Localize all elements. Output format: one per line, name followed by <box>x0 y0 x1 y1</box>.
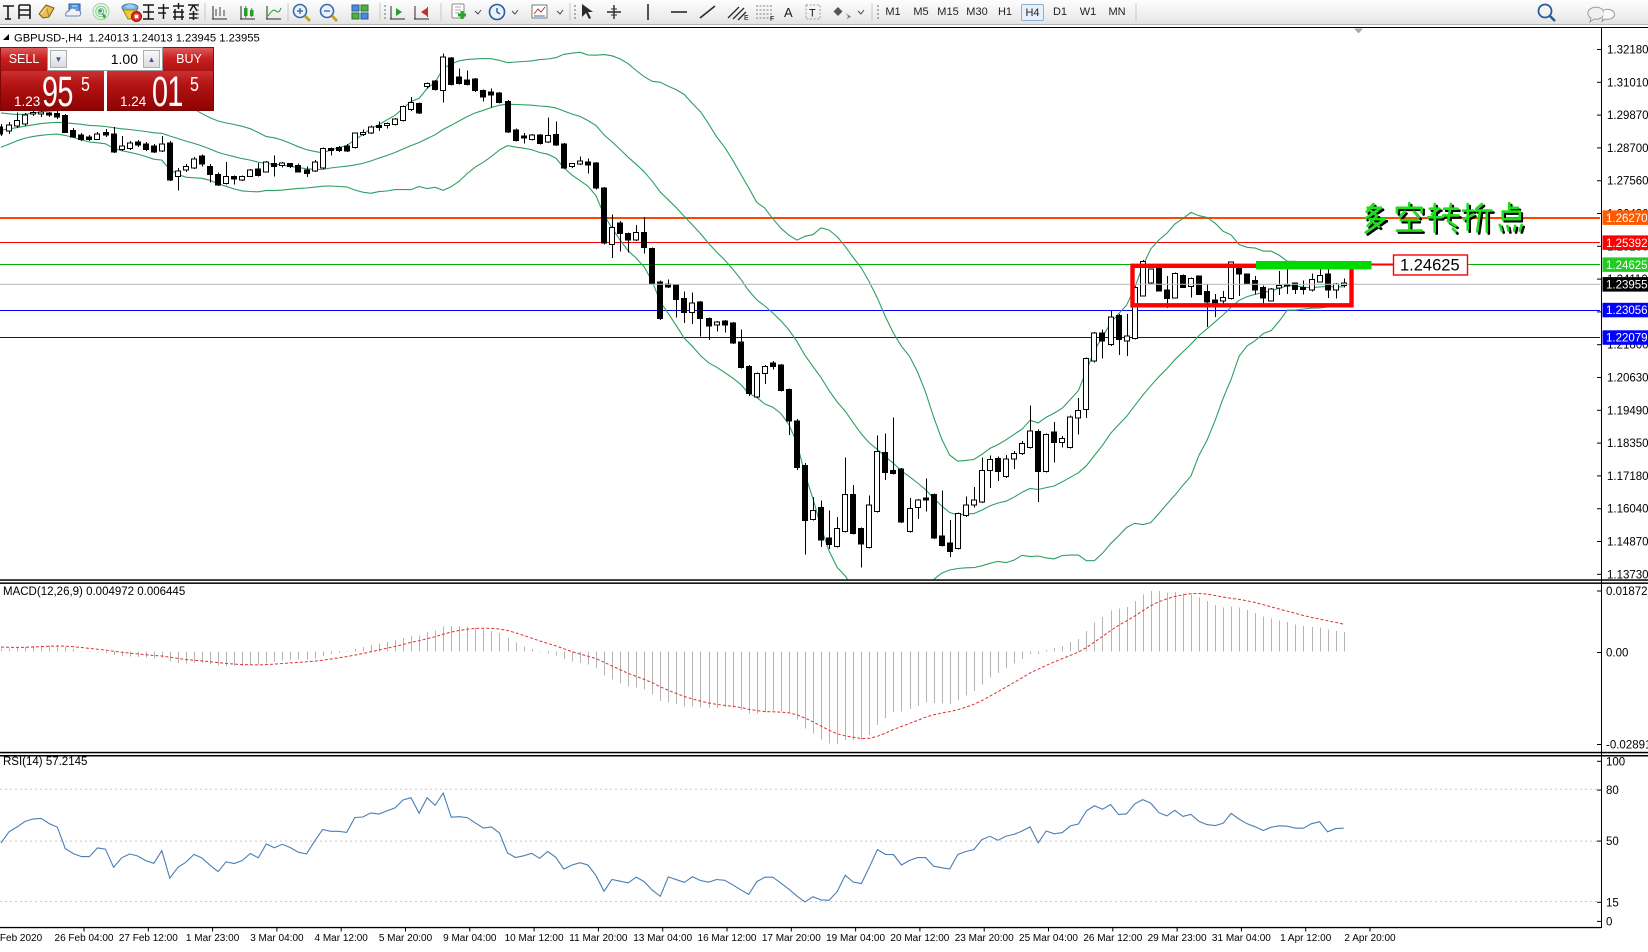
svg-text:3 Mar 04:00: 3 Mar 04:00 <box>250 933 304 944</box>
svg-text:0.00: 0.00 <box>1606 648 1628 660</box>
svg-text:10 Mar 12:00: 10 Mar 12:00 <box>505 933 564 944</box>
svg-text:1.27560: 1.27560 <box>1607 176 1648 188</box>
svg-text:31 Mar 04:00: 31 Mar 04:00 <box>1212 933 1271 944</box>
svg-text:20 Mar 12:00: 20 Mar 12:00 <box>890 933 949 944</box>
svg-text:1.22079: 1.22079 <box>1606 333 1648 345</box>
svg-text:25 Feb 2020: 25 Feb 2020 <box>0 933 43 944</box>
svg-text:19 Mar 04:00: 19 Mar 04:00 <box>826 933 885 944</box>
svg-text:27 Feb 12:00: 27 Feb 12:00 <box>119 933 178 944</box>
svg-text:9 Mar 04:00: 9 Mar 04:00 <box>443 933 497 944</box>
svg-text:1.23056: 1.23056 <box>1606 305 1648 317</box>
svg-text:15: 15 <box>1606 897 1619 909</box>
svg-text:1.24625: 1.24625 <box>1400 257 1460 275</box>
svg-text:-0.028913: -0.028913 <box>1606 740 1648 752</box>
svg-text:26 Mar 12:00: 26 Mar 12:00 <box>1083 933 1142 944</box>
svg-text:RSI(14) 57.2145: RSI(14) 57.2145 <box>3 756 87 768</box>
svg-text:1.24625: 1.24625 <box>1606 260 1648 272</box>
svg-text:17 Mar 20:00: 17 Mar 20:00 <box>762 933 821 944</box>
svg-text:23 Mar 20:00: 23 Mar 20:00 <box>955 933 1014 944</box>
svg-text:1 Apr 12:00: 1 Apr 12:00 <box>1280 933 1332 944</box>
svg-text:GBPUSD-,H4 1.24013 1.24013 1.: GBPUSD-,H4 1.24013 1.24013 1.23945 1.239… <box>14 33 260 45</box>
svg-text:26 Feb 04:00: 26 Feb 04:00 <box>55 933 114 944</box>
svg-text:1.14870: 1.14870 <box>1607 537 1648 549</box>
svg-text:1 Mar 23:00: 1 Mar 23:00 <box>186 933 240 944</box>
svg-text:13 Mar 04:00: 13 Mar 04:00 <box>633 933 692 944</box>
svg-text:80: 80 <box>1606 785 1619 797</box>
svg-text:25 Mar 04:00: 25 Mar 04:00 <box>1019 933 1078 944</box>
svg-text:MACD(12,26,9) 0.004972 0.00644: MACD(12,26,9) 0.004972 0.006445 <box>3 586 185 598</box>
svg-text:1.19490: 1.19490 <box>1607 405 1648 417</box>
svg-text:1.13730: 1.13730 <box>1607 569 1648 581</box>
svg-text:1.20630: 1.20630 <box>1607 373 1648 385</box>
svg-text:0: 0 <box>1606 916 1612 928</box>
svg-text:0.018721: 0.018721 <box>1606 586 1648 598</box>
svg-text:11 Mar 20:00: 11 Mar 20:00 <box>569 933 628 944</box>
svg-text:2 Apr 20:00: 2 Apr 20:00 <box>1344 933 1396 944</box>
svg-text:50: 50 <box>1606 836 1619 848</box>
svg-text:5 Mar 20:00: 5 Mar 20:00 <box>379 933 433 944</box>
svg-text:29 Mar 23:00: 29 Mar 23:00 <box>1148 933 1207 944</box>
svg-text:1.18350: 1.18350 <box>1607 438 1648 450</box>
svg-text:1.25392: 1.25392 <box>1606 238 1648 250</box>
svg-text:1.32180: 1.32180 <box>1607 45 1648 57</box>
svg-text:1.29870: 1.29870 <box>1607 110 1648 122</box>
svg-text:16 Mar 12:00: 16 Mar 12:00 <box>698 933 757 944</box>
svg-text:1.31010: 1.31010 <box>1607 77 1648 89</box>
svg-text:1.16040: 1.16040 <box>1607 504 1648 516</box>
svg-text:1.28700: 1.28700 <box>1607 143 1648 155</box>
svg-text:1.26270: 1.26270 <box>1606 213 1648 225</box>
svg-text:100: 100 <box>1606 756 1625 768</box>
svg-text:1.17180: 1.17180 <box>1607 471 1648 483</box>
svg-text:1.23955: 1.23955 <box>1606 280 1648 292</box>
svg-text:4 Mar 12:00: 4 Mar 12:00 <box>315 933 369 944</box>
